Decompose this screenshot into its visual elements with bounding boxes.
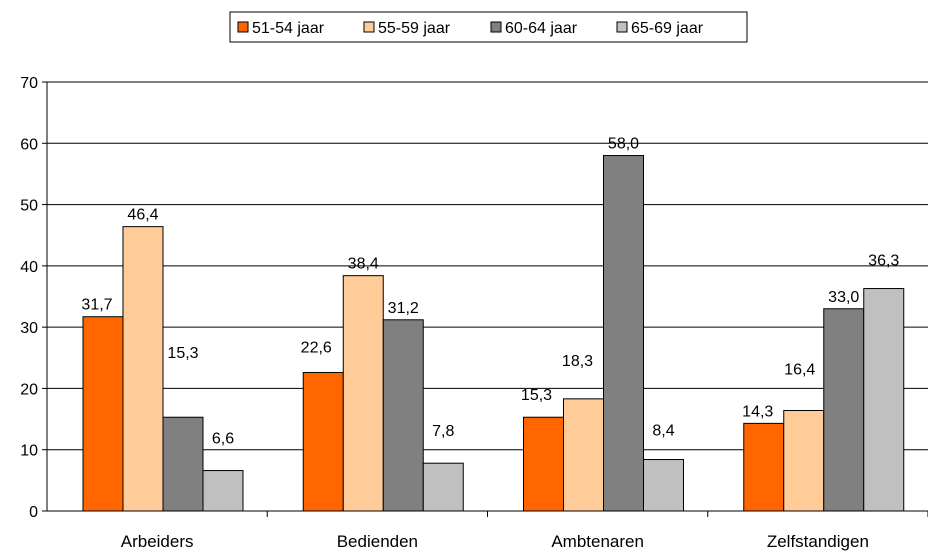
- data-label: 31,7: [81, 297, 112, 314]
- bar: [342, 275, 384, 512]
- x-category-label: Ambtenaren: [551, 532, 644, 551]
- bar: [82, 316, 124, 512]
- bar: [603, 155, 644, 512]
- bar: [302, 371, 344, 512]
- data-label: 7,8: [432, 423, 454, 440]
- data-label: 15,3: [167, 345, 198, 362]
- legend-swatch: [237, 21, 249, 33]
- data-label: 15,3: [521, 387, 552, 404]
- bar: [743, 422, 785, 512]
- y-tick-label: 40: [20, 259, 38, 276]
- data-label: 31,2: [388, 300, 419, 317]
- data-label: 38,4: [348, 256, 379, 273]
- bar: [783, 409, 825, 512]
- bar: [122, 226, 164, 512]
- legend-swatch: [363, 21, 375, 33]
- legend-label: 51-54 jaar: [252, 20, 325, 37]
- y-tick-label: 70: [20, 75, 38, 92]
- y-tick-label: 0: [29, 504, 38, 521]
- legend: 51-54 jaar 55-59 jaar 60-64 jaar 65-69 jaar: [229, 11, 748, 43]
- data-label: 18,3: [562, 353, 593, 370]
- data-label: 33,0: [828, 289, 859, 306]
- data-label: 6,6: [212, 431, 234, 448]
- data-label: 46,4: [127, 207, 158, 224]
- data-labels: 31,7 46,4 15,3 6,6 22,6 38,4 31,2 7,8 15,3 18,3 58…: [81, 136, 899, 448]
- axes: [42, 81, 928, 517]
- legend-label: 65-69 jaar: [631, 20, 704, 37]
- data-label: 58,0: [608, 136, 639, 153]
- x-axis-category-labels: Arbeiders Bedienden Ambtenaren Zelfstandige…: [121, 532, 869, 551]
- gridlines: [47, 81, 928, 451]
- legend-label: 55-59 jaar: [378, 20, 451, 37]
- y-axis-tick-labels: 0 10 20 30 40 50 60 70: [20, 75, 38, 521]
- legend-swatch: [616, 21, 628, 33]
- data-label: 22,6: [301, 339, 332, 356]
- y-tick-label: 10: [20, 443, 38, 460]
- bar: [643, 459, 684, 512]
- bars: [82, 155, 905, 512]
- legend-box: [229, 11, 748, 43]
- y-tick-label: 50: [20, 198, 38, 215]
- data-label: 14,3: [742, 403, 773, 420]
- y-tick-label: 20: [20, 381, 38, 398]
- bar: [563, 398, 604, 512]
- legend-label: 60-64 jaar: [505, 20, 578, 37]
- x-category-label: Bedienden: [337, 532, 418, 551]
- bar: [823, 308, 865, 512]
- bar: [422, 462, 464, 512]
- y-tick-label: 60: [20, 136, 38, 153]
- y-tick-label: 30: [20, 320, 38, 337]
- x-category-label: Zelfstandigen: [767, 532, 869, 551]
- data-label: 36,3: [868, 253, 899, 270]
- x-category-label: Arbeiders: [121, 532, 194, 551]
- bar: [523, 416, 564, 512]
- bar: [202, 470, 244, 512]
- data-label: 16,4: [784, 361, 815, 378]
- bar: [162, 416, 204, 512]
- legend-swatch: [490, 21, 502, 33]
- data-label: 8,4: [652, 423, 674, 440]
- bar: [863, 288, 905, 512]
- bar: [382, 319, 424, 512]
